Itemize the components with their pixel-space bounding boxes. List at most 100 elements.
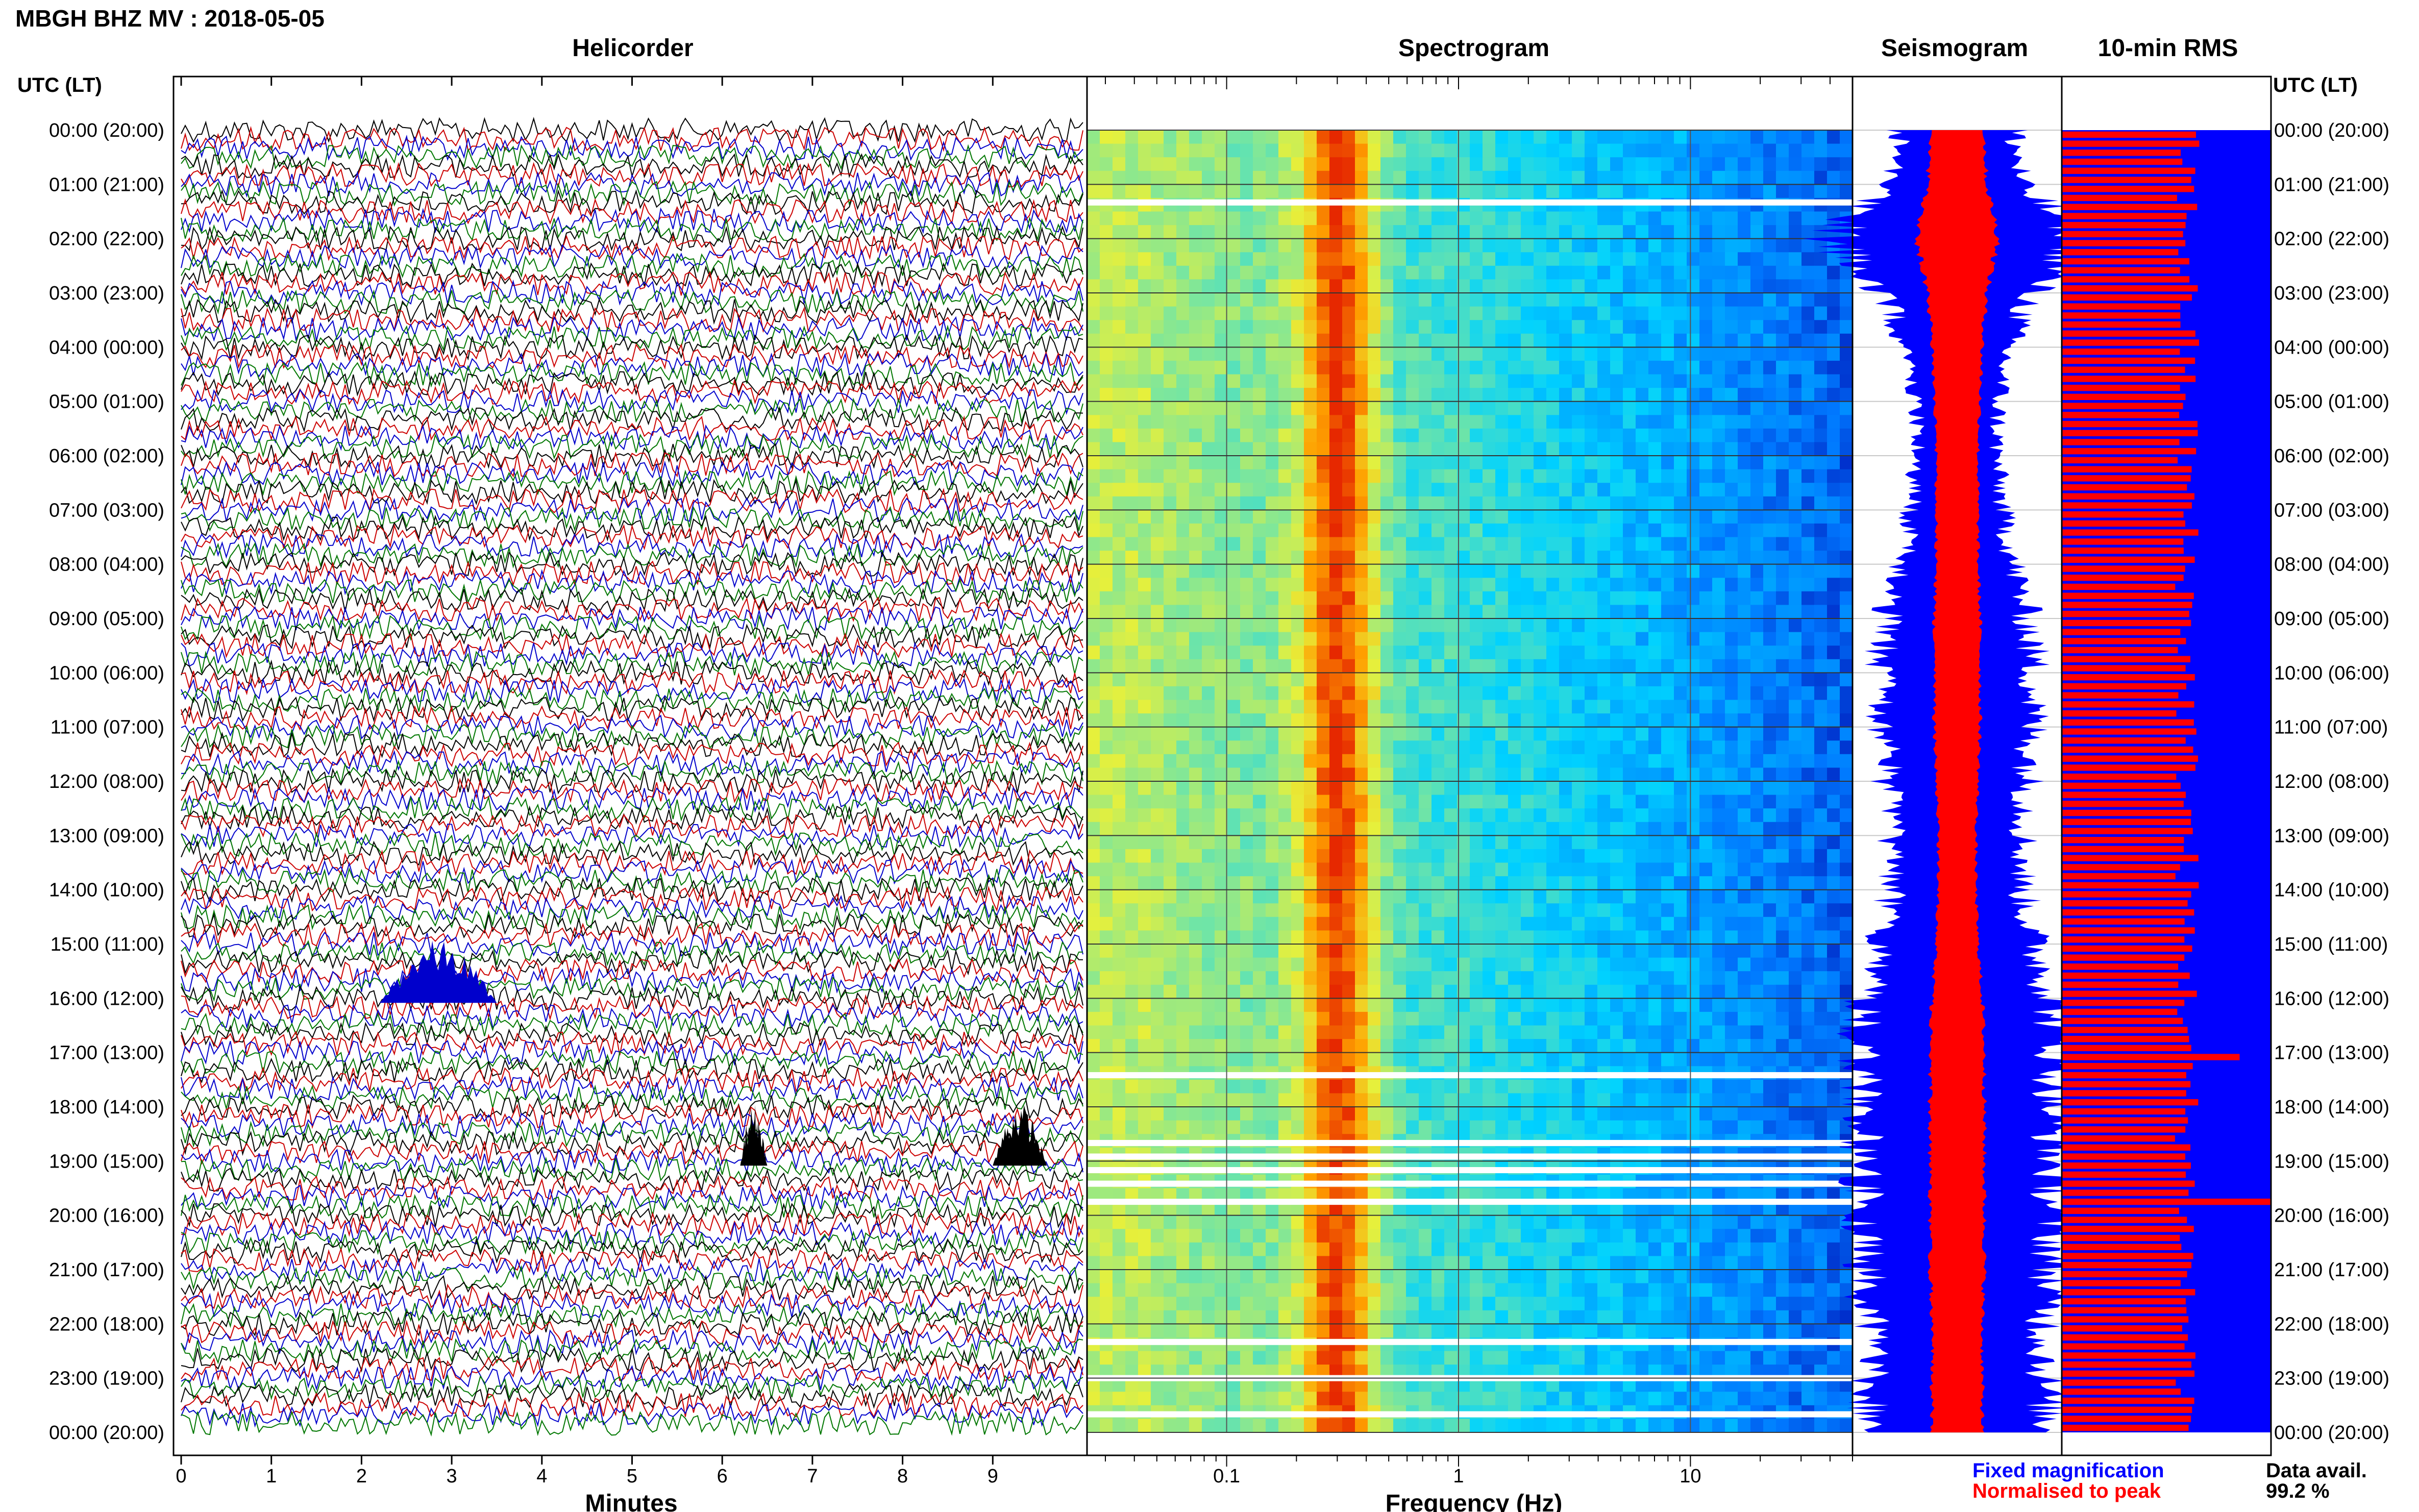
spectrogram-cell <box>1368 632 1381 646</box>
spectrogram-cell <box>1483 279 1496 293</box>
spectrogram-cell <box>1738 1039 1751 1053</box>
spectrogram-cell <box>1610 157 1623 171</box>
spectrogram-cell <box>1597 740 1611 755</box>
spectrogram-cell <box>1215 591 1228 606</box>
spectrogram-cell <box>1125 306 1139 320</box>
spectrogram-cell <box>1674 876 1687 890</box>
spectrogram-cell <box>1189 984 1202 999</box>
spectrogram-cell <box>1457 170 1470 185</box>
spectrogram-cell <box>1368 618 1381 633</box>
spectrogram-cell <box>1253 483 1266 497</box>
spectrogram-cell <box>1266 916 1279 931</box>
spectrogram-cell <box>1534 238 1547 253</box>
spectrogram-cell <box>1419 510 1432 524</box>
spectrogram-cell <box>1151 1107 1164 1121</box>
spectrogram-cell <box>1572 916 1585 931</box>
spectrogram-cell <box>1610 835 1623 850</box>
spectrogram-cell <box>1495 1052 1509 1067</box>
spectrogram-cell <box>1138 130 1151 144</box>
spectrogram-cell <box>1202 822 1215 836</box>
spectrogram-cell <box>1623 388 1636 402</box>
spectrogram-cell <box>1329 157 1343 171</box>
spectrogram-cell <box>1138 632 1151 646</box>
spectrogram-cell <box>1585 184 1598 199</box>
spectrogram-cell <box>1495 822 1509 836</box>
spectrogram-cell <box>1291 1107 1304 1121</box>
spectrogram-cell <box>1087 279 1100 293</box>
spectrogram-cell <box>1483 211 1496 226</box>
spectrogram-cell <box>1636 659 1649 674</box>
spectrogram-cell <box>1636 767 1649 782</box>
spectrogram-cell <box>1495 700 1509 714</box>
spectrogram-cell <box>1291 740 1304 755</box>
spectrogram-cell <box>1738 957 1751 972</box>
spectrogram-cell <box>1585 686 1598 701</box>
spectrogram-cell <box>1406 740 1419 755</box>
spectrogram-cell <box>1585 170 1598 185</box>
spectrogram-cell <box>1125 767 1139 782</box>
spectrogram-cell <box>1113 795 1126 809</box>
spectrogram-cell <box>1750 1107 1764 1121</box>
spectrogram-cell <box>1623 713 1636 728</box>
spectrogram-cell <box>1712 916 1725 931</box>
spectrogram-cell <box>1266 767 1279 782</box>
spectrogram-cell <box>1202 903 1215 918</box>
spectrogram-cell <box>1648 632 1662 646</box>
spectrogram-cell <box>1457 876 1470 890</box>
spectrogram-cell <box>1342 143 1355 158</box>
spectrogram-cell <box>1151 1215 1164 1230</box>
spectrogram-cell <box>1827 551 1840 565</box>
spectrogram-cell <box>1138 944 1151 958</box>
spectrogram-cell <box>1674 456 1687 470</box>
spectrogram-cell <box>1738 646 1751 660</box>
spectrogram-cell <box>1444 211 1458 226</box>
spectrogram-cell <box>1176 184 1190 199</box>
spectrogram-cell <box>1623 537 1636 551</box>
spectrogram-cell <box>1750 510 1764 524</box>
spectrogram-cell <box>1304 876 1317 890</box>
spectrogram-cell <box>1355 374 1368 388</box>
helicorder-trace <box>181 478 1083 506</box>
spectrogram-cell <box>1534 1052 1547 1067</box>
spectrogram-cell <box>1738 279 1751 293</box>
spectrogram-cell <box>1674 388 1687 402</box>
spectrogram-cell <box>1278 265 1292 280</box>
spectrogram-cell <box>1355 1052 1368 1067</box>
spectrogram-cell <box>1585 971 1598 985</box>
spectrogram-cell <box>1623 686 1636 701</box>
spectrogram-cell <box>1534 605 1547 619</box>
spectrogram-cell <box>1380 360 1394 375</box>
spectrogram-cell <box>1151 795 1164 809</box>
spectrogram-cell <box>1470 673 1483 687</box>
helicorder-trace <box>181 134 1083 161</box>
helicorder-trace <box>181 451 1083 478</box>
spectrogram-cell <box>1750 795 1764 809</box>
spectrogram-cell <box>1419 700 1432 714</box>
spectrogram-cell <box>1483 971 1496 985</box>
spectrogram-cell <box>1687 889 1700 904</box>
spectrogram-cell <box>1521 184 1534 199</box>
helicorder-trace <box>181 334 1083 361</box>
spectrogram-cell <box>1240 170 1253 185</box>
spectrogram-cell <box>1508 551 1521 565</box>
spectrogram-cell <box>1776 659 1789 674</box>
spectrogram-cell <box>1240 306 1253 320</box>
spectrogram-cell <box>1151 781 1164 796</box>
spectrogram-cell <box>1304 713 1317 728</box>
spectrogram-cell <box>1470 646 1483 660</box>
spectrogram-cell <box>1725 456 1738 470</box>
spectrogram-cell <box>1227 415 1241 429</box>
spectrogram-cell <box>1789 808 1802 823</box>
spectrogram-cell <box>1457 862 1470 877</box>
spectrogram-cell <box>1176 930 1190 945</box>
spectrogram-cell <box>1342 442 1355 456</box>
spectrogram-cell <box>1763 225 1776 239</box>
spectrogram-cell <box>1623 1120 1636 1134</box>
spectrogram-cell <box>1278 1107 1292 1121</box>
spectrogram-cell <box>1712 700 1725 714</box>
spectrogram-cell <box>1827 659 1840 674</box>
spectrogram-cell <box>1623 551 1636 565</box>
spectrogram-cell <box>1291 551 1304 565</box>
spectrogram-cell <box>1470 333 1483 348</box>
spectrogram-cell <box>1125 401 1139 416</box>
